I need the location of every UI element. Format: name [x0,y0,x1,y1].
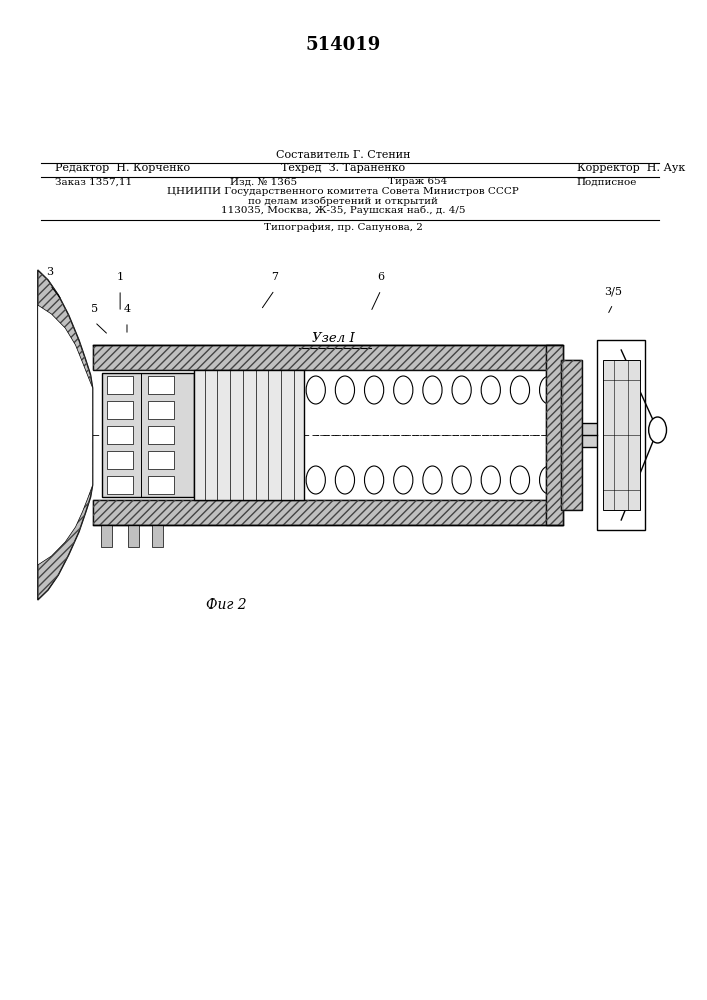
Polygon shape [37,270,93,600]
Text: Изд. № 1365: Изд. № 1365 [230,178,297,186]
Text: Корректор  Н. Аук: Корректор Н. Аук [577,163,685,173]
Text: Фиг 2: Фиг 2 [206,598,247,612]
Bar [546,345,563,525]
Bar [101,525,112,547]
Circle shape [335,466,354,494]
Text: 1: 1 [117,272,124,282]
Circle shape [365,376,384,404]
Bar [602,360,640,510]
Bar [93,345,563,370]
Circle shape [423,376,442,404]
Bar [148,401,175,419]
Text: 5: 5 [91,304,98,314]
Circle shape [394,466,413,494]
Bar [153,525,163,547]
Circle shape [452,376,472,404]
Text: 514019: 514019 [305,36,381,54]
Bar [107,426,133,444]
Circle shape [510,466,530,494]
Circle shape [539,466,559,494]
Bar [93,500,563,525]
Bar [93,500,563,525]
Bar [563,423,601,447]
Text: Подписное: Подписное [577,178,637,186]
Bar [148,426,175,444]
Text: 3/5: 3/5 [604,286,622,296]
Polygon shape [37,305,93,565]
Bar [107,401,133,419]
Text: по делам изобретений и открытий: по делам изобретений и открытий [248,196,438,206]
Bar [561,360,582,510]
Text: 113035, Москва, Ж-35, Раушская наб., д. 4/5: 113035, Москва, Ж-35, Раушская наб., д. … [221,205,465,215]
Bar [107,451,133,469]
Bar [546,345,563,525]
Bar [194,370,304,500]
Circle shape [306,376,325,404]
Circle shape [306,466,325,494]
Circle shape [481,376,501,404]
Bar [561,360,582,510]
Circle shape [365,466,384,494]
Bar [148,376,175,394]
Bar [107,476,133,494]
Text: Тираж 654: Тираж 654 [388,178,447,186]
Circle shape [335,376,354,404]
Circle shape [539,376,559,404]
Bar [93,345,563,370]
Text: 4: 4 [124,304,131,314]
Text: 7: 7 [271,272,278,282]
Text: Узел I: Узел I [312,332,354,345]
Circle shape [423,466,442,494]
Bar [129,525,139,547]
Circle shape [510,376,530,404]
Bar [102,373,194,497]
Circle shape [648,417,667,443]
Bar [597,340,645,530]
Text: Редактор  Н. Корченко: Редактор Н. Корченко [55,163,190,173]
Bar [148,451,175,469]
Bar [93,370,563,500]
Circle shape [394,376,413,404]
Text: Заказ 1357,11: Заказ 1357,11 [55,178,132,186]
Text: Составитель Г. Стенин: Составитель Г. Стенин [276,150,411,160]
Circle shape [452,466,472,494]
Text: Техред  З. Тараненко: Техред З. Тараненко [281,163,405,173]
Bar [107,376,133,394]
Text: Типография, пр. Сапунова, 2: Типография, пр. Сапунова, 2 [264,223,423,232]
Circle shape [481,466,501,494]
Text: 6: 6 [378,272,385,282]
Text: 3: 3 [47,267,54,277]
Bar [148,476,175,494]
Text: ЦНИИПИ Государственного комитета Совета Министров СССР: ЦНИИПИ Государственного комитета Совета … [168,188,519,196]
